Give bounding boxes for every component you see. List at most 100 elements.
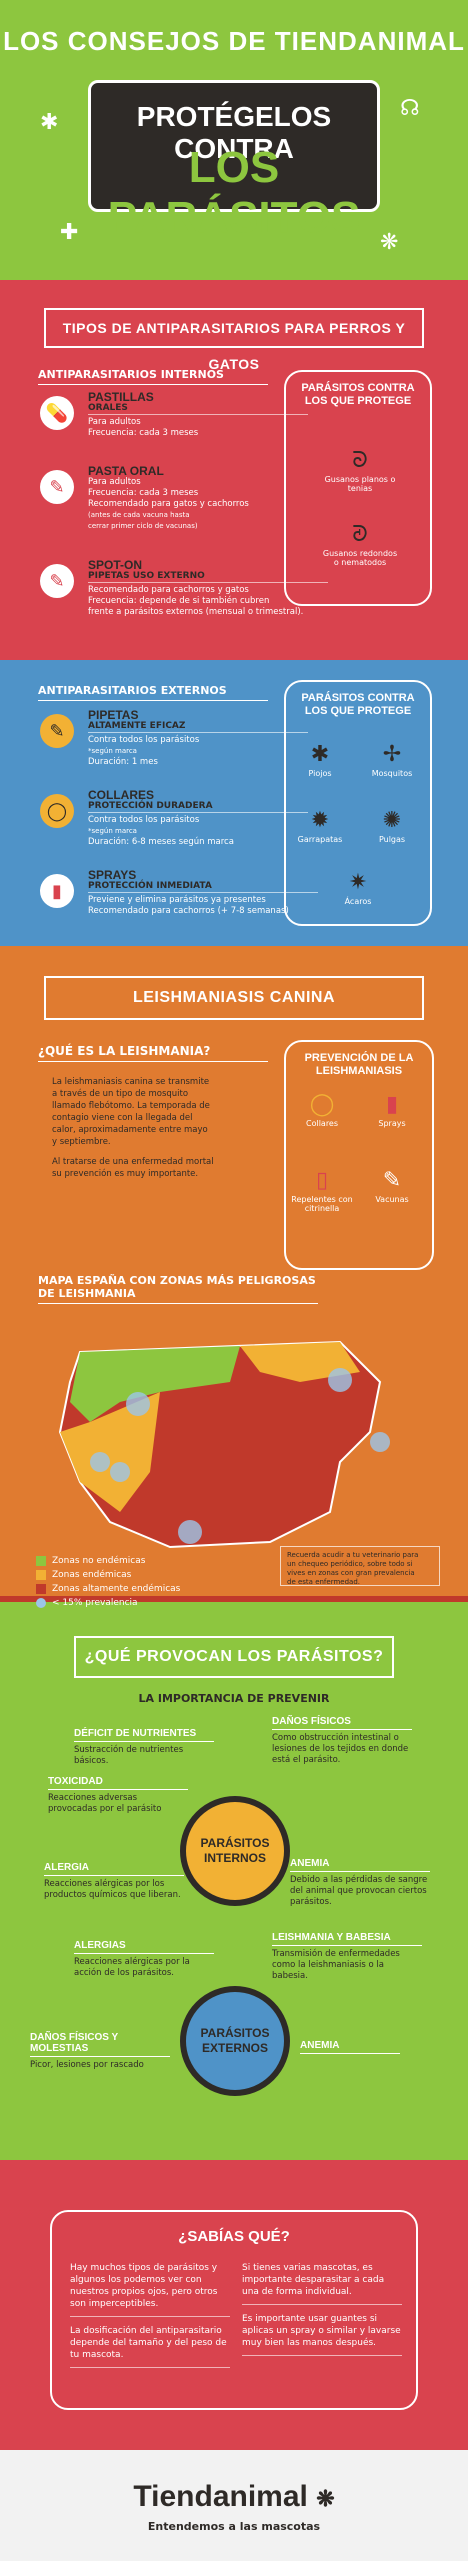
effect-heading: DAÑOS FÍSICOS <box>272 1716 412 1730</box>
did-you-know-title: ¿SABÍAS QUÉ? <box>178 2228 290 2245</box>
northeast-zone <box>240 1342 360 1382</box>
effect-heading: ALERGIAS <box>74 1940 214 1954</box>
tick-icon: ✹ <box>310 808 330 833</box>
effect-heading: TOXICIDAD <box>48 1776 188 1790</box>
prevalence-marker <box>370 1432 390 1452</box>
internal-item-spoton: ✎ SPOT-ON PIPETAS USO EXTERNO Recomendad… <box>40 559 328 640</box>
know-fact: Hay muchos tipos de parásitos y algunos … <box>70 2262 230 2317</box>
item-line: Recomendado para gatos y cachorros <box>88 499 249 509</box>
tagline: Entendemos a las mascotas <box>147 2520 321 2533</box>
internal-item-pills: 💊 PASTILLAS ORALES Para adultos Frecuenc… <box>40 391 308 452</box>
mite-item: ✷ Ácaros <box>318 870 398 906</box>
external-item-sprays: ▮ SPRAYS PROTECCIÓN INMEDIATA Previene y… <box>40 869 318 930</box>
external-parasites-box: PARÁSITOS CONTRA LOS QUE PROTEGE ✱ Piojo… <box>284 680 432 926</box>
item-sub: PROTECCIÓN INMEDIATA <box>88 881 318 893</box>
box-title: PARÁSITOS CONTRA LOS QUE PROTEGE <box>301 382 415 407</box>
item-line: *según marca <box>88 747 137 755</box>
effect-anemia: ANEMIA Debido a las pérdidas de sangre d… <box>290 1858 430 1908</box>
legend-label: Zonas altamente endémicas <box>52 1584 181 1594</box>
effect-ext-allergy: ALERGIAS Reacciones alérgicas por la acc… <box>74 1940 214 1979</box>
spain-map <box>58 1340 390 1549</box>
item-line: Frecuencia: depende de si también cubren <box>88 596 270 606</box>
item-name: PIPETAS <box>88 708 139 722</box>
prevalence-marker <box>110 1462 130 1482</box>
effect-allergy: ALERGIA Reacciones alérgicas por los pro… <box>44 1862 184 1901</box>
logo-text: Tiendanimal <box>133 2480 308 2513</box>
external-circle: PARÁSITOS EXTERNOS <box>180 1986 290 2096</box>
prev-repellent: ▯ Repelentes con citrinella <box>282 1168 362 1213</box>
item-line: Para adultos <box>88 417 141 427</box>
what-line: y septiembre. <box>52 1137 111 1147</box>
vet-note: Recuerda acudir a tu veterinario para un… <box>280 1546 440 1586</box>
internal-circle: PARÁSITOS INTERNOS <box>180 1796 290 1906</box>
know-fact: Es importante usar guantes si aplicas un… <box>242 2313 402 2356</box>
legend-item: Zonas altamente endémicas <box>36 1584 180 1594</box>
effect-desc: Transmisión de enfermedades como la leis… <box>272 1949 400 1981</box>
what-line: contagio viene con la llegada del <box>52 1113 193 1123</box>
item-line: Recomendado para cachorros (+ 7-8 semana… <box>88 906 289 916</box>
item-line: *según marca <box>88 827 137 835</box>
parasite-label: Pulgas <box>378 835 406 844</box>
prevalence-marker <box>178 1520 202 1544</box>
effect-heading: ANEMIA <box>290 1858 430 1872</box>
effect-heading: ANEMIA <box>300 2040 400 2054</box>
parasite-label: Gusanos redondos o nematodos <box>322 549 398 567</box>
fish-icon: ✱ <box>40 110 59 135</box>
external-item-collars: ◯ COLLARES PROTECCIÓN DURADERA Contra to… <box>40 789 308 850</box>
effects-subtitle: LA IMPORTANCIA DE PREVENIR <box>138 1692 330 1705</box>
effect-desc: Como obstrucción intestinal o lesiones d… <box>272 1733 409 1765</box>
box-title: PREVENCIÓN DE LA LEISHMANIASIS <box>304 1052 414 1077</box>
item-line: Recomendado para cachorros y gatos <box>88 585 249 595</box>
tiendanimal-logo[interactable]: Tiendanimal ❋ <box>0 2480 468 2514</box>
note-line: un chequeo periódico, sobre todo si <box>287 1560 413 1568</box>
prevention-box: PREVENCIÓN DE LA LEISHMANIASIS ◯ Collare… <box>284 1040 434 1270</box>
box-title: PARÁSITOS CONTRA LOS QUE PROTEGE <box>301 692 415 717</box>
prevalence-marker <box>328 1368 352 1392</box>
what-line: La leishmaniasis canina se transmite <box>52 1077 210 1087</box>
headline-board: PROTÉGELOS CONTRA LOS PARÁSITOS <box>88 80 380 242</box>
what-line: llamado flebótomo. La temporada de <box>52 1101 210 1111</box>
effect-desc: Debido a las pérdidas de sangre del anim… <box>290 1875 428 1907</box>
effect-desc: Reacciones alérgicas por la acción de lo… <box>74 1957 190 1978</box>
what-line: calor, aproximadamente entre mayo <box>52 1125 208 1135</box>
note-line: vives en zonas con gran prevalencia <box>287 1569 415 1577</box>
roundworm-item: ᘑ Gusanos redondos o nematodos <box>320 522 400 567</box>
lice-item: ✱ Piojos <box>280 742 360 778</box>
item-line: (antes de cada vacuna hasta <box>88 511 190 519</box>
west-zone <box>60 1392 160 1512</box>
effect-desc: Sustracción de nutrientes básicos. <box>74 1745 184 1766</box>
brand-title: LOS CONSEJOS DE TIENDANIMAL <box>3 26 465 56</box>
headline-line-1: PROTÉGELOS CONTRA <box>136 101 332 164</box>
mosquito-icon: ✢ <box>382 742 402 767</box>
know-fact: Si tienes varias mascotas, es importante… <box>242 2262 402 2305</box>
prev-collar: ◯ Collares <box>282 1092 362 1128</box>
effect-ext-leish: LEISHMANIA Y BABESIA Transmisión de enfe… <box>272 1932 422 1982</box>
item-line: frente a parásitos externos (mensual o t… <box>88 607 304 617</box>
legend-swatch <box>36 1598 46 1608</box>
prev-label: Repelentes con citrinella <box>291 1195 353 1213</box>
header-section: LOS CONSEJOS DE TIENDANIMAL ✱ ☊ ✚ ❋ PROT… <box>0 0 468 280</box>
item-line: Duración: 1 mes <box>88 757 158 767</box>
legend-label: Zonas endémicas <box>52 1570 132 1580</box>
collar-icon: ◯ <box>309 1092 335 1117</box>
parasite-label: Gusanos planos o tenias <box>324 475 396 493</box>
item-line: Previene y elimina parásitos ya presente… <box>88 895 266 905</box>
item-line: cerrar primer ciclo de vacunas) <box>88 522 198 530</box>
parasite-label: Garrapatas <box>297 835 343 844</box>
effects-banner: ¿QUÉ PROVOCAN LOS PARÁSITOS? <box>74 1636 394 1678</box>
types-banner: TIPOS DE ANTIPARASITARIOS PARA PERROS Y … <box>44 308 424 372</box>
legend-label: < 15% prevalencia <box>52 1598 138 1608</box>
item-line: Duración: 6-8 meses según marca <box>88 837 234 847</box>
prev-vaccine: ✎ Vacunas <box>352 1168 432 1204</box>
item-sub: PROTECCIÓN DURADERA <box>88 801 308 813</box>
legend-swatch <box>36 1584 46 1594</box>
mosquito-item: ✢ Mosquitos <box>352 742 432 778</box>
what-heading: ¿QUÉ ES LA LEISHMANIA? <box>38 1044 268 1062</box>
legend-swatch <box>36 1556 46 1566</box>
mite-icon: ✷ <box>348 870 368 895</box>
pill-icon: 💊 <box>40 396 74 430</box>
effect-nutrients: DÉFICIT DE NUTRIENTES Sustracción de nut… <box>74 1728 214 1767</box>
internal-section: TIPOS DE ANTIPARASITARIOS PARA PERROS Y … <box>0 280 468 660</box>
north-zone <box>70 1346 240 1422</box>
